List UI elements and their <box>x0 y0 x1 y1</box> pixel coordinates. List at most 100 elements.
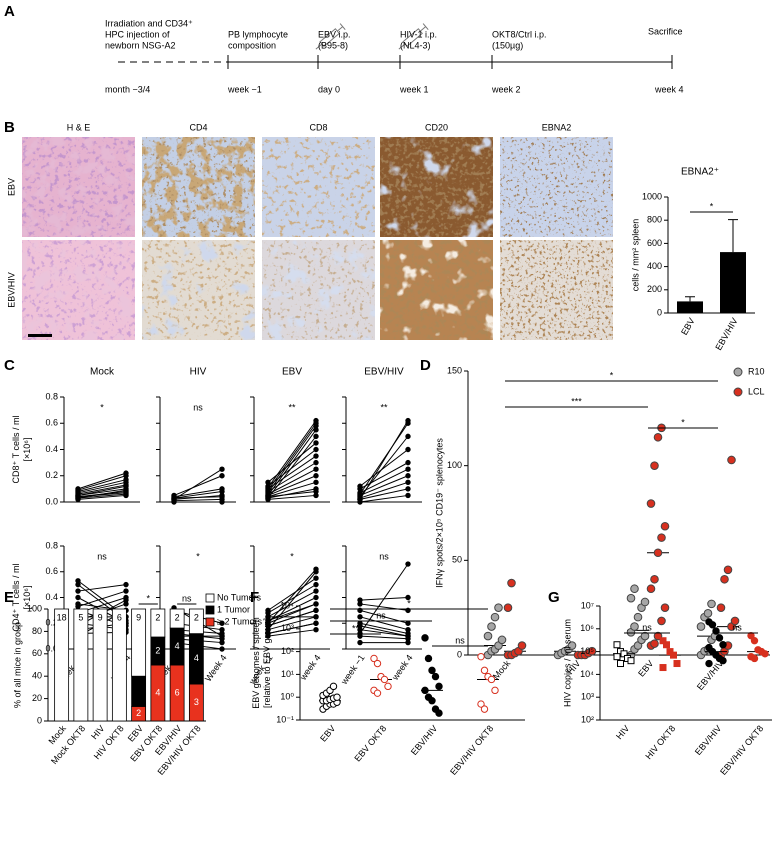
bar-segment <box>131 608 147 677</box>
event-label: EBV i.p. <box>318 29 351 39</box>
data-point <box>617 660 624 668</box>
data-point <box>708 621 717 629</box>
x-tick-label: week −1 <box>338 653 366 687</box>
data-point <box>761 650 769 658</box>
data-point <box>646 584 656 594</box>
paired-line <box>77 492 127 498</box>
y-axis-label: [×10⁶] <box>22 438 32 462</box>
x-tick-label: EBV/HIV <box>409 723 439 757</box>
data-point <box>405 479 411 486</box>
paired-line <box>173 475 223 496</box>
column-header: CD8 <box>309 122 327 132</box>
y-axis-label: IFNγ spots/2×10⁵ CD19⁻ splenocytes <box>434 438 444 588</box>
event-label: newborn NSG-A2 <box>105 40 176 50</box>
data-point <box>313 581 319 588</box>
data-point <box>646 499 656 508</box>
legend-swatch <box>733 387 743 397</box>
data-point <box>313 433 319 440</box>
data-point <box>75 495 81 501</box>
data-point <box>750 654 759 663</box>
legend-swatch <box>205 617 215 627</box>
y-tick-label: 10⁻¹ <box>276 714 294 724</box>
data-point <box>357 639 363 646</box>
column-header: H & E <box>67 122 91 132</box>
segment-count: 3 <box>194 697 199 707</box>
data-point <box>723 565 733 575</box>
paired-line <box>359 625 409 637</box>
data-point <box>405 473 411 479</box>
data-point <box>650 639 659 648</box>
y-tick-label: 10² <box>581 714 594 724</box>
paired-line <box>267 616 317 631</box>
scale-bar <box>28 334 52 337</box>
paired-line <box>77 489 127 499</box>
data-point <box>633 612 643 622</box>
y-tick-label: 50 <box>452 555 462 565</box>
y-tick-label: 60 <box>32 648 42 658</box>
data-point <box>123 597 129 603</box>
paired-line <box>77 584 127 592</box>
data-point <box>720 574 729 584</box>
y-tick-label: 0.4 <box>45 444 58 454</box>
segment-count: 2 <box>136 708 141 718</box>
data-point <box>494 603 503 612</box>
data-point <box>487 622 496 631</box>
significance-label: ns <box>455 635 465 645</box>
data-point <box>707 599 716 609</box>
paired-line <box>359 494 409 503</box>
data-point <box>715 634 724 642</box>
y-tick-label: 0.0 <box>45 643 58 653</box>
bar-segment <box>150 608 166 638</box>
paired-line <box>267 590 317 618</box>
paired-line <box>173 496 223 499</box>
subplot-title: Mock <box>90 367 115 378</box>
data-point <box>313 446 319 453</box>
paired-line <box>77 481 127 494</box>
data-point <box>123 470 129 476</box>
data-point <box>75 578 81 584</box>
data-point <box>653 432 663 442</box>
paired-line <box>359 622 409 635</box>
y-tick-label: 10⁵ <box>580 646 594 656</box>
y-axis-label: [×10⁶] <box>22 586 32 610</box>
y-tick-label: 150 <box>447 365 462 375</box>
bar <box>677 301 703 313</box>
legend-swatch <box>205 605 215 615</box>
y-tick-label: 10⁴ <box>580 669 594 679</box>
paired-line <box>359 481 409 499</box>
legend-label: ≥ 2 Tumors <box>217 616 262 626</box>
data-point <box>405 626 411 633</box>
paired-line <box>77 479 127 492</box>
y-tick-label: 0.2 <box>45 618 58 628</box>
column-header: CD4 <box>189 122 207 132</box>
data-point <box>313 588 319 594</box>
data-point <box>405 620 411 626</box>
micrograph-texture <box>380 240 493 340</box>
data-point <box>373 659 382 668</box>
y-tick-label: 0.0 <box>45 496 58 506</box>
data-point <box>657 616 666 626</box>
x-tick-label: EBV <box>318 723 337 743</box>
paired-line <box>267 488 317 499</box>
paired-line <box>267 629 317 637</box>
micrograph-texture <box>380 137 493 237</box>
significance-label: * <box>610 370 614 380</box>
data-point <box>75 601 81 607</box>
data-point <box>313 607 319 614</box>
row-label: EBV <box>6 178 16 196</box>
paired-line <box>267 455 317 490</box>
data-point <box>357 623 363 629</box>
y-tick-label: 80 <box>32 626 42 636</box>
data-point <box>123 588 129 594</box>
data-point <box>75 588 81 594</box>
data-point <box>660 521 670 531</box>
paired-line <box>359 635 409 640</box>
paired-line <box>359 563 409 634</box>
micrograph-texture <box>262 137 375 237</box>
bar-segment <box>73 608 89 722</box>
x-tick-label: HIV <box>89 723 106 741</box>
paired-line <box>267 462 317 492</box>
paired-line <box>267 577 317 611</box>
segment-count: 2 <box>155 645 160 655</box>
